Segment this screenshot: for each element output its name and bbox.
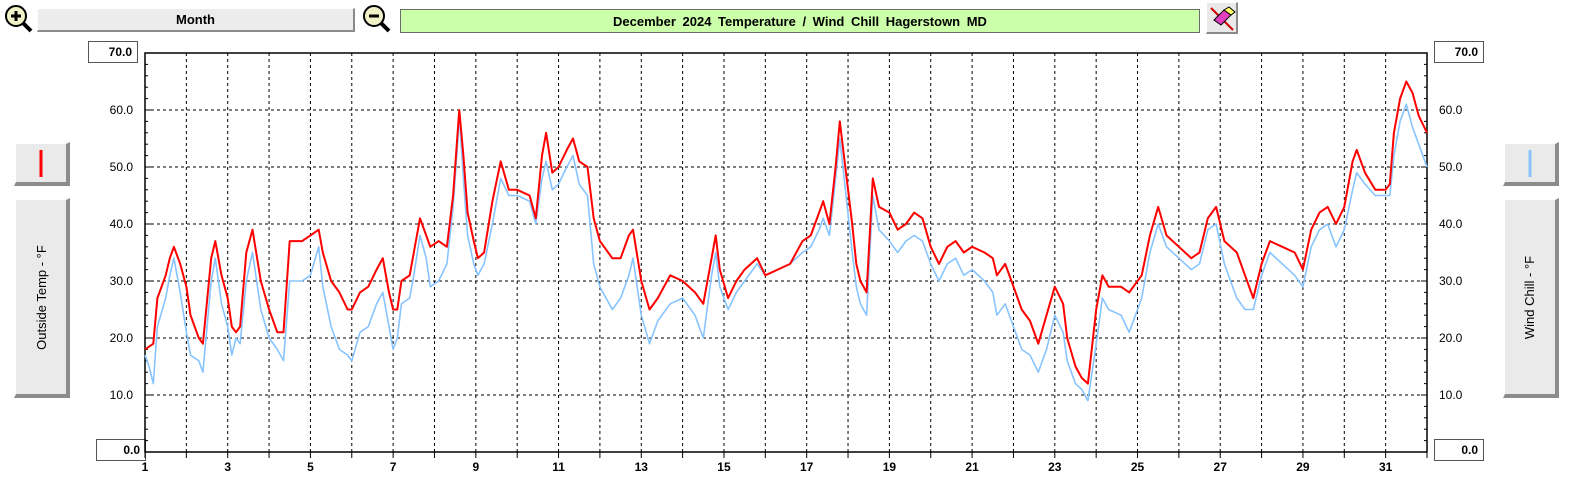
zoom-in-magnifier-icon [5, 5, 33, 33]
y-tick-label-right: 10.0 [1439, 388, 1463, 402]
y-tick-label-right: 20.0 [1439, 331, 1463, 345]
y-tick-label-left: 40.0 [110, 217, 134, 231]
clear-button[interactable] [1206, 2, 1238, 34]
temp-legend-button[interactable] [14, 142, 70, 186]
windchill-axis-label-button[interactable]: Wind Chill - °F [1503, 198, 1559, 398]
left-max-input[interactable]: 70.0 [88, 41, 138, 63]
windchill-series-line [144, 103, 1428, 402]
windchill-legend-button[interactable] [1503, 142, 1559, 186]
plot-area-border [144, 52, 1428, 453]
temperature-series-line [144, 80, 1428, 385]
x-tick-label: 29 [1296, 460, 1310, 474]
x-tick-label: 9 [472, 460, 479, 474]
x-tick-label: 19 [883, 460, 897, 474]
x-tick-label: 1 [142, 460, 149, 474]
y-tick-label-left: 60.0 [110, 103, 134, 117]
chart-title-text: December 2024 Temperature / Wind Chill H… [613, 13, 987, 29]
right-max-input[interactable]: 70.0 [1434, 41, 1484, 63]
x-tick-label: 27 [1214, 460, 1228, 474]
x-tick-label: 3 [224, 460, 231, 474]
temp-legend-swatch [39, 150, 43, 177]
x-tick-label: 17 [800, 460, 814, 474]
right-min-value: 0.0 [1461, 443, 1478, 457]
x-tick-label: 11 [552, 460, 565, 474]
x-tick-label: 25 [1131, 460, 1145, 474]
x-tick-label: 7 [390, 460, 397, 474]
y-tick-label-left: 20.0 [110, 331, 134, 345]
y-tick-label-right: 50.0 [1439, 160, 1463, 174]
right-min-input[interactable]: 0.0 [1434, 439, 1484, 461]
x-tick-label: 5 [307, 460, 314, 474]
y-tick-label-left: 10.0 [110, 388, 134, 402]
left-max-value: 70.0 [108, 45, 132, 59]
x-tick-label: 15 [717, 460, 731, 474]
y-tick-label-left: 30.0 [110, 274, 134, 288]
x-tick-label: 21 [965, 460, 979, 474]
zoom-in-button[interactable] [3, 3, 33, 33]
y-tick-label-right: 30.0 [1439, 274, 1463, 288]
zoom-out-magnifier-icon [363, 5, 391, 33]
temp-axis-label-button[interactable]: Outside Temp - °F [14, 198, 70, 398]
x-tick-label: 31 [1379, 460, 1393, 474]
windchill-legend-swatch [1528, 150, 1532, 177]
y-tick-label-right: 40.0 [1439, 217, 1463, 231]
zoom-out-button[interactable] [361, 3, 391, 33]
range-label: Month [176, 12, 215, 27]
chart-title: December 2024 Temperature / Wind Chill H… [400, 9, 1200, 33]
eraser-icon [1210, 6, 1236, 31]
y-tick-label-left: 50.0 [110, 160, 134, 174]
left-min-input[interactable]: 0.0 [96, 439, 146, 461]
y-tick-label-right: 60.0 [1439, 103, 1463, 117]
left-min-value: 0.0 [123, 443, 140, 457]
range-selector[interactable]: Month [37, 8, 355, 32]
right-max-value: 70.0 [1454, 45, 1478, 59]
x-tick-label: 13 [635, 460, 649, 474]
x-tick-label: 23 [1048, 460, 1062, 474]
